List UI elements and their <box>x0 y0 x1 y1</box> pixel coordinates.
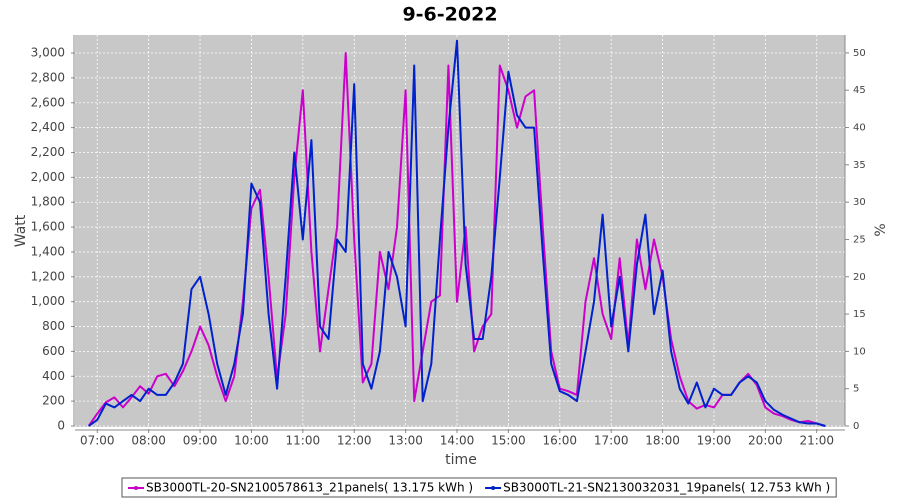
y2-tick-label: 5 <box>853 384 859 395</box>
y2-tick-label: 10 <box>853 346 866 357</box>
y-tick-label: 1,000 <box>31 294 65 308</box>
x-tick-label: 15:00 <box>491 434 526 448</box>
y-tick-label: 2,800 <box>31 70 65 84</box>
series-line <box>87 52 826 427</box>
y-tick-label: 1,800 <box>31 195 65 209</box>
y-tick-label: 2,000 <box>31 170 65 184</box>
x-tick-label: 19:00 <box>697 434 732 448</box>
y-tick-label: 2,400 <box>31 120 65 134</box>
y-tick-label: 400 <box>42 369 65 383</box>
y-tick-label: 3,000 <box>31 46 65 60</box>
y2-tick-label: 15 <box>853 309 866 320</box>
x-tick-label: 14:00 <box>440 434 475 448</box>
x-tick-label: 09:00 <box>183 434 218 448</box>
y2-tick-label: 20 <box>853 272 866 283</box>
x-tick-label: 21:00 <box>799 434 834 448</box>
legend-marker <box>134 486 138 490</box>
y-tick-label: 1,600 <box>31 220 65 234</box>
y-tick-label: 200 <box>42 394 65 408</box>
y-tick-label: 1,400 <box>31 244 65 258</box>
y-tick-label: 1,200 <box>31 269 65 283</box>
y2-axis-label: % <box>873 223 889 236</box>
y-tick-label: 800 <box>42 319 65 333</box>
legend-box <box>121 477 837 498</box>
legend-marker <box>491 486 496 490</box>
legend-label: SB3000TL-21-SN2130032031_19panels( 12.75… <box>503 481 830 495</box>
x-tick-label: 18:00 <box>645 434 680 448</box>
x-tick-label: 13:00 <box>388 434 423 448</box>
x-tick-label: 10:00 <box>234 434 269 448</box>
x-tick-label: 17:00 <box>594 434 629 448</box>
y2-tick-label: 25 <box>853 234 866 245</box>
legend: SB3000TL-20-SN2100578613_21panels( 13.17… <box>121 477 837 498</box>
x-tick-label: 20:00 <box>748 434 783 448</box>
y2-tick-label: 30 <box>853 197 866 208</box>
y-tick-label: 600 <box>42 344 65 358</box>
x-tick-label: 08:00 <box>131 434 166 448</box>
x-tick-label: 11:00 <box>286 434 321 448</box>
x-axis-label: time <box>445 452 477 468</box>
chart-title: 9-6-2022 <box>402 4 497 26</box>
x-tick-label: 07:00 <box>80 434 115 448</box>
y-tick-label: 0 <box>57 419 65 433</box>
x-tick-label: 12:00 <box>337 434 372 448</box>
y2-tick-label: 35 <box>853 160 866 171</box>
y2-tick-label: 40 <box>853 123 866 134</box>
series-line <box>88 39 826 427</box>
y-tick-label: 2,600 <box>31 95 65 109</box>
y2-tick-label: 0 <box>853 421 859 432</box>
x-tick-label: 16:00 <box>542 434 577 448</box>
y2-tick-label: 45 <box>853 85 866 96</box>
y-axis-label: Watt <box>13 214 29 247</box>
y-tick-label: 2,200 <box>31 145 65 159</box>
legend-label: SB3000TL-20-SN2100578613_21panels( 13.17… <box>146 481 473 495</box>
y2-tick-label: 50 <box>853 48 866 59</box>
